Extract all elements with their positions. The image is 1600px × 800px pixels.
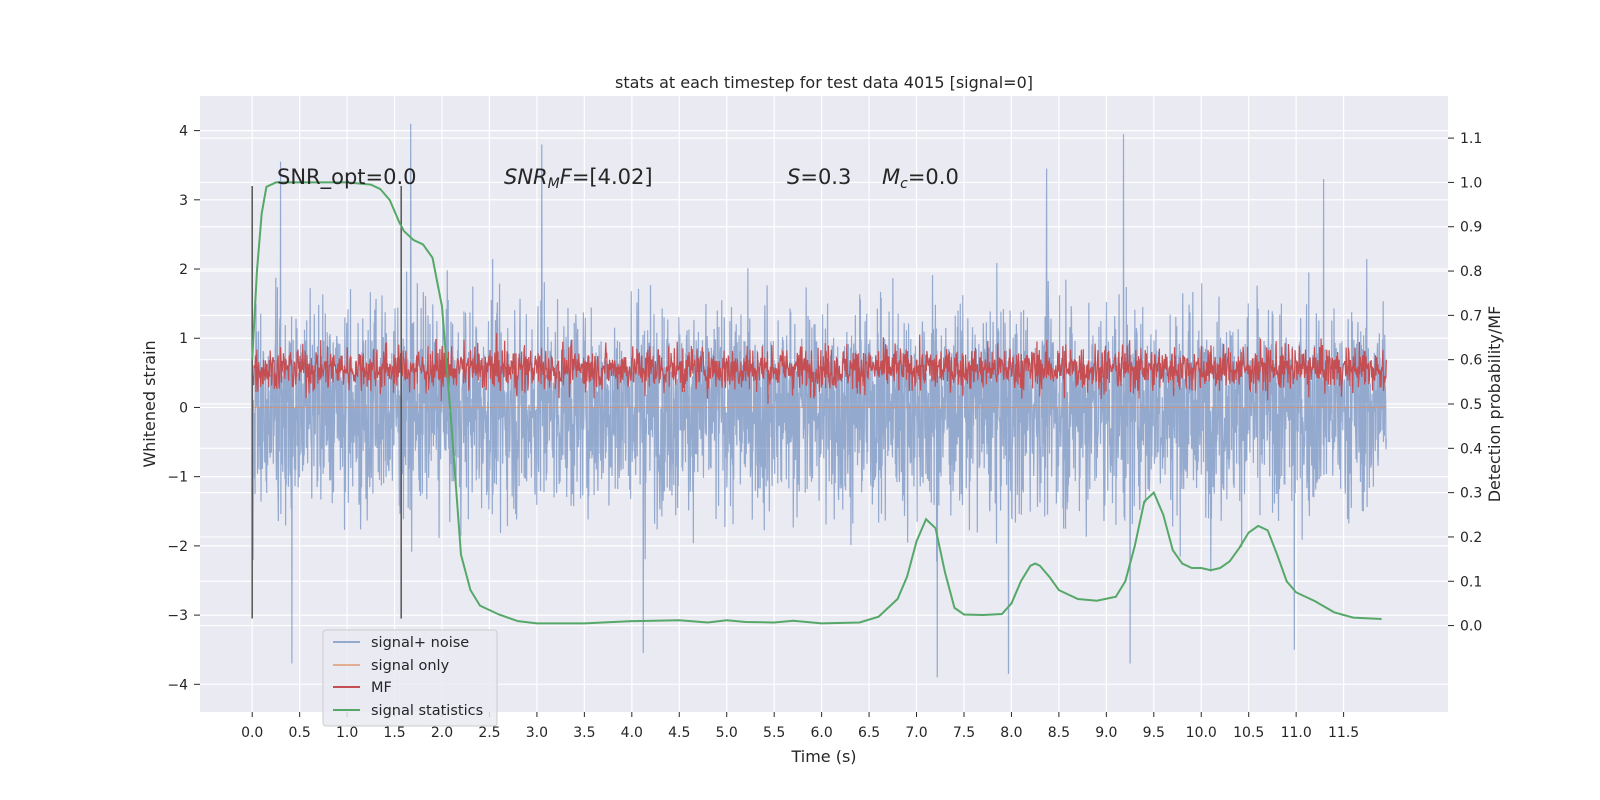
legend-label-signal-statistics: signal statistics — [371, 703, 483, 719]
y-right-tick-label-1: 0.1 — [1460, 574, 1482, 590]
x-tick-label-16: 8.0 — [1000, 725, 1022, 741]
annotation-snr-mf-suffix: F — [560, 165, 573, 189]
annotation-mc: Mc=0.0 — [882, 165, 959, 192]
y-right-tick-label-8: 0.8 — [1460, 264, 1482, 280]
x-tick-label-13: 6.5 — [858, 725, 880, 741]
annotation-snr-mf: SNRMF=[4.02] — [504, 165, 653, 192]
x-tick-label-19: 9.5 — [1143, 725, 1165, 741]
x-tick-label-0: 0.0 — [241, 725, 263, 741]
x-tick-label-3: 1.5 — [383, 725, 405, 741]
x-axis-title: Time (s) — [790, 747, 856, 766]
x-tick-label-8: 4.0 — [621, 725, 643, 741]
x-tick-label-20: 10.0 — [1186, 725, 1217, 741]
y-right-tick-label-10: 1.0 — [1460, 175, 1482, 191]
signal-statistics-series-line — [251, 181, 1382, 625]
chart-title: stats at each timestep for test data 401… — [615, 73, 1033, 92]
annotation-s-symbol: S — [787, 165, 800, 189]
y-left-tick-label-0: −4 — [167, 677, 188, 693]
x-tick-label-23: 11.5 — [1328, 725, 1359, 741]
x-axis-ticks: 0.0 0.5 1.0 1.5 2.0 2.5 3.0 3.5 4.0 4.5 5.0 5.5 6.0 6… — [241, 712, 1359, 741]
y-right-tick-label-6: 0.6 — [1460, 353, 1482, 369]
x-tick-label-10: 5.0 — [716, 725, 738, 741]
legend: signal+ noise signal only MF signal stat… — [322, 629, 498, 727]
x-tick-label-7: 3.5 — [573, 725, 595, 741]
x-tick-label-6: 3.0 — [526, 725, 548, 741]
y-left-axis-ticks: −4 −3 −2 −1 0 1 2 3 4 — [167, 124, 200, 693]
y-left-tick-label-2: −2 — [167, 539, 188, 555]
y-right-tick-label-2: 0.2 — [1460, 530, 1482, 546]
y-right-tick-label-0: 0.0 — [1460, 619, 1482, 635]
y-right-tick-label-9: 0.9 — [1460, 220, 1482, 236]
annotation-snr-mf-symbol: SNR — [504, 165, 548, 189]
x-tick-label-22: 11.0 — [1281, 725, 1312, 741]
annotation-mc-sub: c — [900, 176, 908, 192]
vertical-markers — [251, 185, 402, 619]
annotation-snr-mf-sub: M — [548, 176, 560, 192]
y-left-tick-label-3: −1 — [167, 470, 188, 486]
x-tick-label-11: 5.5 — [763, 725, 785, 741]
y-left-axis-title: Whitened strain — [140, 340, 159, 467]
y-right-axis-ticks: 0.0 0.1 0.2 0.3 0.4 0.5 0.6 0.7 0.8 0.9 1.0 1.1 — [1448, 131, 1482, 635]
mf-series-line — [251, 333, 1387, 404]
y-right-tick-label-4: 0.4 — [1460, 441, 1482, 457]
y-right-tick-label-3: 0.3 — [1460, 486, 1482, 502]
legend-label-signal-only: signal only — [371, 658, 450, 674]
x-tick-label-9: 4.5 — [668, 725, 690, 741]
x-tick-label-4: 2.0 — [431, 725, 453, 741]
y-left-tick-label-8: 4 — [179, 124, 188, 140]
y-left-tick-label-1: −3 — [167, 608, 188, 624]
x-tick-label-1: 0.5 — [289, 725, 311, 741]
annotation-s-value: =0.3 — [800, 165, 851, 189]
y-right-tick-label-5: 0.5 — [1460, 397, 1482, 413]
x-tick-label-12: 6.0 — [810, 725, 832, 741]
x-tick-label-17: 8.5 — [1048, 725, 1070, 741]
annotation-snr-opt: SNR_opt=0.0 — [277, 165, 417, 190]
y-right-axis-title: Detection probability/MF — [1485, 306, 1504, 503]
y-left-tick-label-4: 0 — [179, 400, 188, 416]
y-left-tick-label-7: 3 — [179, 193, 188, 209]
y-left-tick-label-5: 1 — [179, 331, 188, 347]
annotation-s: S=0.3 — [787, 165, 851, 189]
y-right-tick-label-7: 0.7 — [1460, 308, 1482, 324]
x-tick-label-5: 2.5 — [478, 725, 500, 741]
x-tick-label-15: 7.5 — [953, 725, 975, 741]
annotation-mc-symbol: M — [882, 165, 900, 189]
x-tick-label-2: 1.0 — [336, 725, 358, 741]
legend-box — [322, 629, 498, 727]
annotation-mc-value: =0.0 — [908, 165, 959, 189]
legend-label-mf: MF — [371, 680, 392, 696]
annotation-snr-mf-value: =[4.02] — [572, 165, 653, 189]
x-tick-label-21: 10.5 — [1233, 725, 1264, 741]
y-left-tick-label-6: 2 — [179, 262, 188, 278]
x-tick-label-18: 9.0 — [1095, 725, 1117, 741]
legend-label-signal-noise: signal+ noise — [371, 635, 469, 651]
y-right-tick-label-11: 1.1 — [1460, 131, 1482, 147]
x-tick-label-14: 7.0 — [905, 725, 927, 741]
